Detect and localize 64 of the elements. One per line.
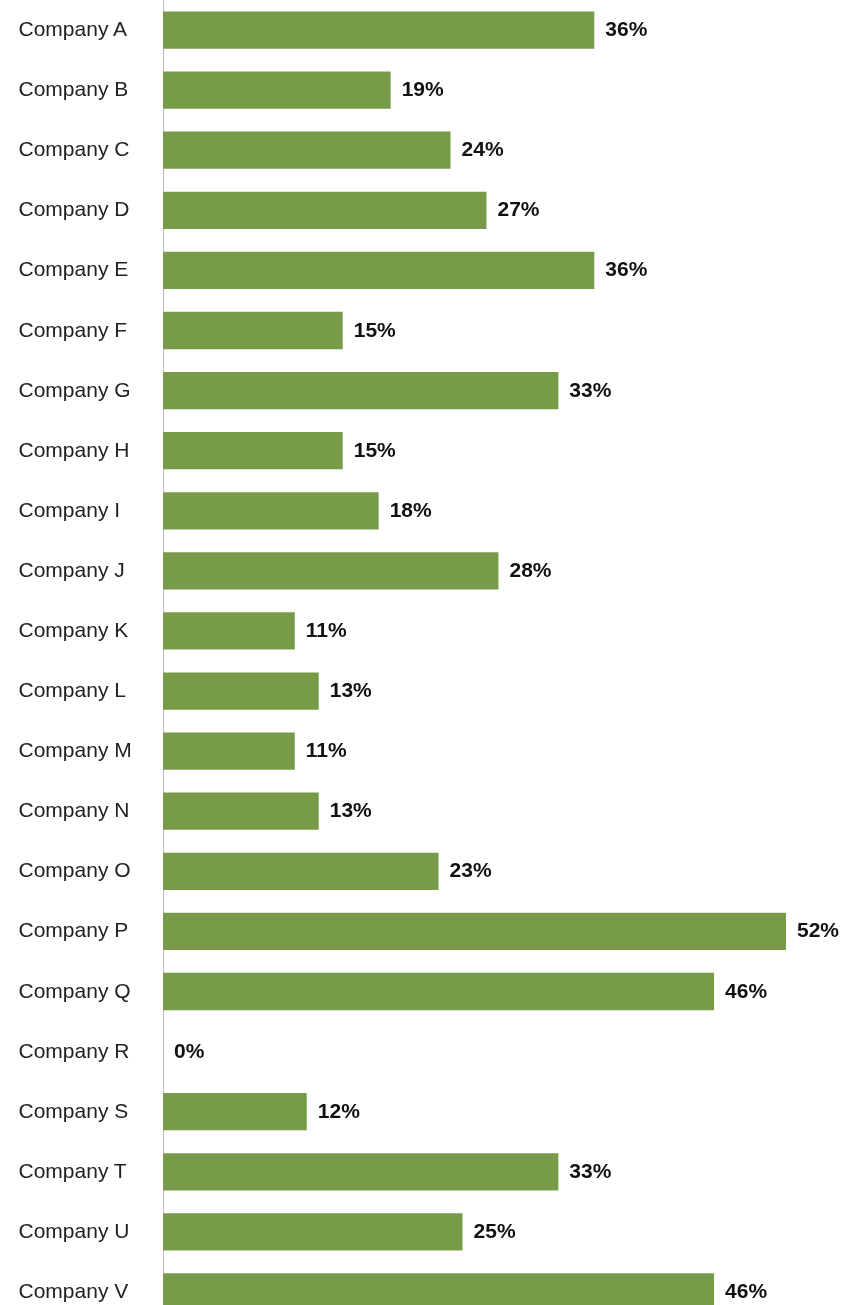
data-label: 46% bbox=[725, 978, 768, 1002]
y-tick-label: Company I bbox=[18, 497, 121, 521]
y-tick-label: Company H bbox=[18, 437, 130, 461]
data-label: 11% bbox=[305, 738, 347, 762]
data-label: 46% bbox=[725, 1278, 768, 1302]
data-label: 36% bbox=[605, 257, 648, 281]
data-label: 15% bbox=[353, 437, 397, 461]
data-label: 24% bbox=[461, 137, 504, 161]
y-tick-label: Company C bbox=[18, 137, 130, 161]
y-tick-label: Company J bbox=[18, 557, 125, 581]
bar bbox=[163, 972, 715, 1011]
y-tick-label: Company D bbox=[18, 197, 130, 221]
data-label: 12% bbox=[317, 1098, 361, 1122]
bar bbox=[163, 732, 295, 770]
data-label: 18% bbox=[389, 497, 433, 521]
y-tick-label: Company F bbox=[18, 317, 128, 341]
bar bbox=[163, 612, 295, 650]
data-label: 13% bbox=[329, 798, 373, 822]
bar bbox=[163, 1153, 559, 1191]
data-label: 33% bbox=[569, 1158, 612, 1182]
y-tick-label: Company A bbox=[18, 17, 128, 41]
data-label: 28% bbox=[509, 557, 552, 581]
y-tick-label: Company E bbox=[18, 257, 129, 281]
bar bbox=[163, 11, 595, 49]
y-tick-label: Company M bbox=[18, 738, 132, 762]
y-tick-label: Company K bbox=[18, 617, 129, 641]
bar bbox=[163, 251, 595, 290]
bar bbox=[163, 432, 343, 470]
data-label: 13% bbox=[329, 678, 373, 702]
bar bbox=[163, 71, 391, 109]
bar bbox=[163, 792, 319, 830]
y-tick-label: Company V bbox=[18, 1278, 129, 1302]
data-label: 11% bbox=[305, 617, 347, 641]
bar bbox=[163, 912, 786, 951]
y-tick-label: Company R bbox=[18, 1038, 130, 1062]
y-tick-label: Company U bbox=[18, 1218, 130, 1242]
data-label: 36% bbox=[605, 17, 648, 41]
y-tick-label: Company T bbox=[18, 1158, 127, 1182]
y-tick-label: Company B bbox=[18, 77, 129, 101]
bar bbox=[163, 492, 379, 530]
bar bbox=[163, 672, 319, 710]
bar bbox=[163, 552, 499, 590]
data-label: 0% bbox=[174, 1038, 205, 1062]
y-tick-label: Company G bbox=[18, 377, 131, 401]
data-label: 33% bbox=[569, 377, 612, 401]
bar bbox=[163, 191, 487, 229]
bar bbox=[163, 311, 343, 350]
y-tick-label: Company P bbox=[18, 918, 129, 942]
data-label: 27% bbox=[497, 197, 540, 221]
data-label: 52% bbox=[797, 918, 840, 942]
data-label: 15% bbox=[353, 317, 397, 341]
bar bbox=[163, 1213, 463, 1251]
bar bbox=[163, 852, 439, 890]
data-label: 25% bbox=[473, 1218, 516, 1242]
y-tick-label: Company O bbox=[18, 858, 131, 882]
data-label: 19% bbox=[401, 77, 444, 101]
bar bbox=[163, 371, 559, 410]
bar bbox=[163, 131, 451, 169]
y-tick-label: Company N bbox=[18, 798, 130, 822]
y-tick-label: Company Q bbox=[18, 978, 131, 1002]
bar bbox=[163, 1093, 307, 1131]
y-tick-label: Company L bbox=[18, 678, 126, 702]
data-label: 23% bbox=[449, 858, 492, 882]
y-tick-label: Company S bbox=[18, 1098, 129, 1122]
